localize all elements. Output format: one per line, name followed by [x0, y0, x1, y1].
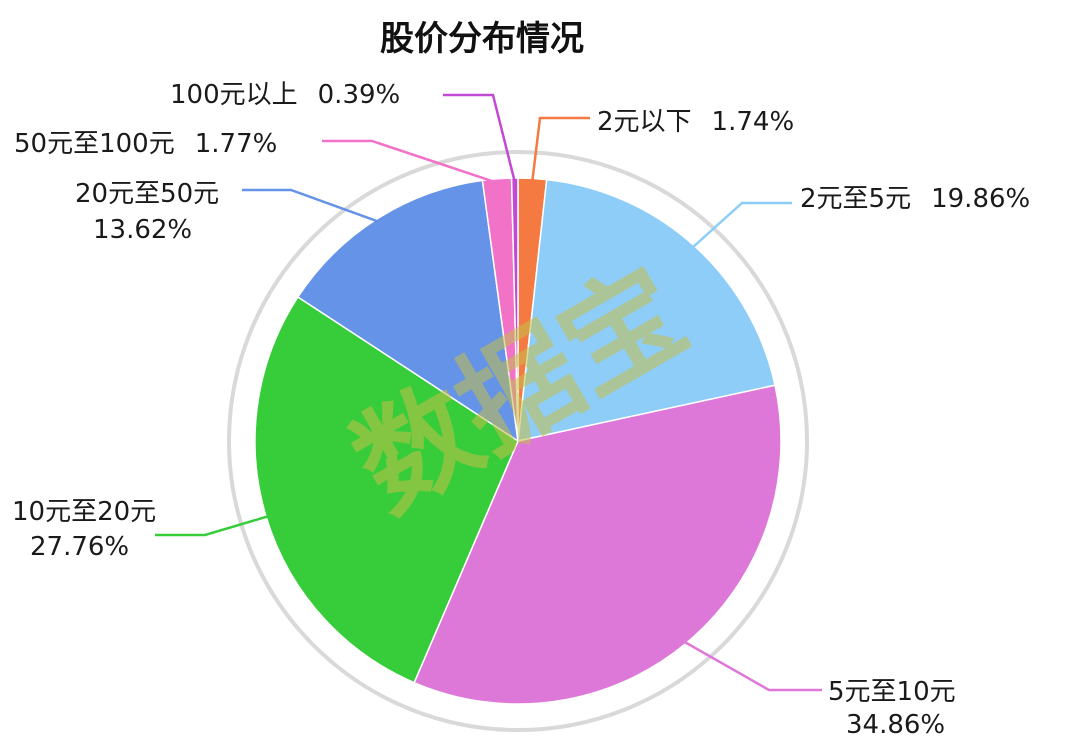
slice-value-label: 1.74% [712, 107, 795, 137]
slice-value-label: 34.86% [846, 710, 945, 740]
slice-value-label: 13.62% [93, 215, 192, 245]
slice-label: 2元至5元 19.86% [800, 184, 1030, 214]
slice-value-label: 19.86% [931, 184, 1030, 214]
slice-category-label: 10元至20元 [12, 497, 156, 527]
leader-line [242, 188, 381, 224]
pie-slice [413, 384, 782, 705]
leader-line [690, 201, 792, 250]
leader-line [682, 639, 822, 692]
slice-category-label: 20元至50元 [75, 179, 219, 209]
slice-value-label: 27.76% [30, 532, 129, 562]
slice-category-label: 50元至100元 [14, 129, 175, 159]
slice-label: 2元以下 1.74% [597, 107, 794, 137]
pie-slice [296, 179, 519, 443]
slice-category-label: 100元以上 [170, 80, 298, 110]
slice-value-label: 0.39% [318, 80, 401, 110]
pie-slices [254, 177, 782, 705]
leader-line [443, 93, 517, 183]
slice-value-label: 1.77% [195, 129, 278, 159]
leader-line [322, 139, 498, 185]
leader-line [530, 116, 590, 183]
pie-outer-ring [227, 150, 809, 732]
leader-line [155, 514, 271, 537]
leader-lines [155, 93, 822, 692]
slice-category-label: 2元至5元 [800, 184, 911, 214]
slice-category-label: 2元以下 [597, 107, 692, 137]
slice-label: 100元以上 0.39% [170, 80, 400, 110]
chart-title: 股价分布情况 [380, 19, 584, 59]
slice-label: 50元至100元 1.77% [14, 129, 277, 159]
slice-category-label: 5元至10元 [828, 677, 956, 707]
